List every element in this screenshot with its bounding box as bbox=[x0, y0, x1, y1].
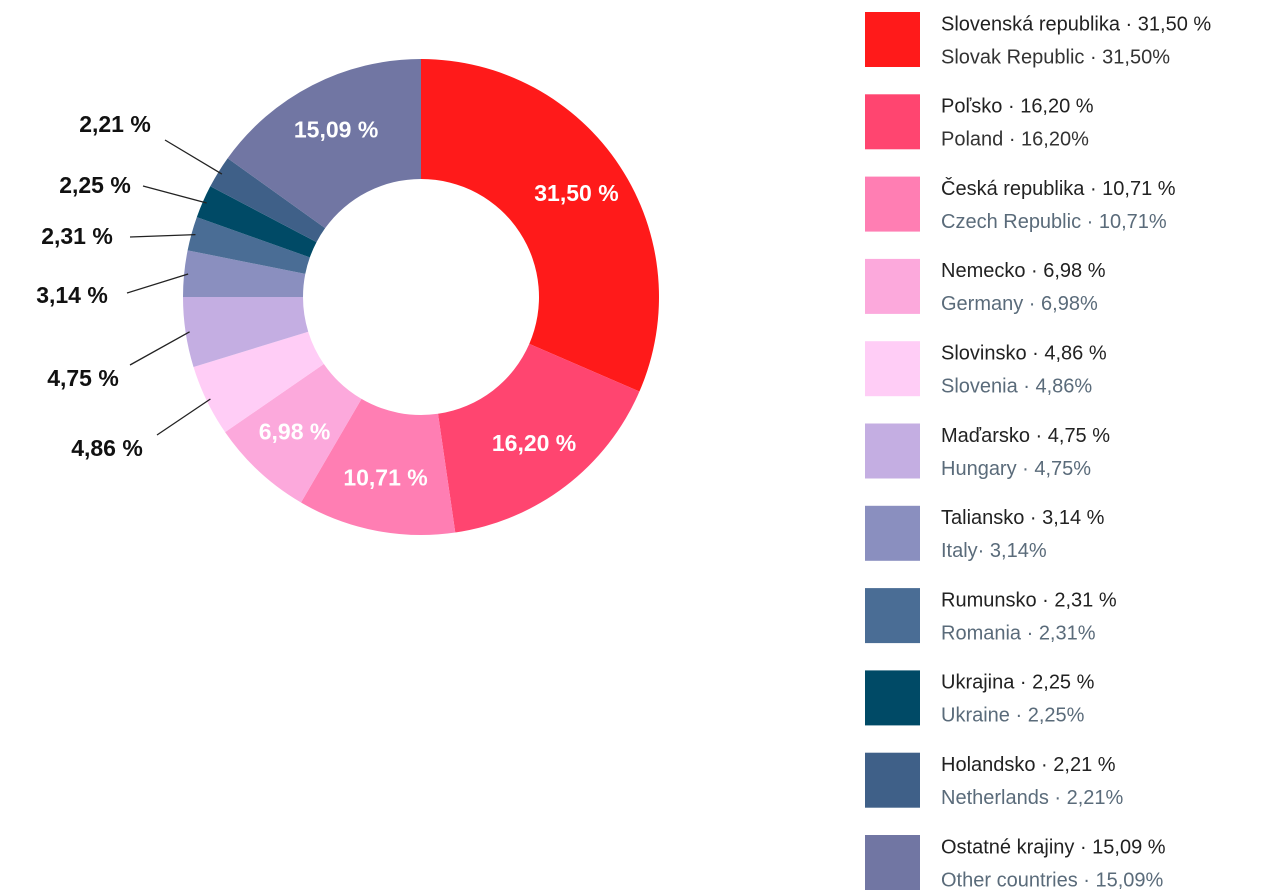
legend-label-en: Slovak Republic · 31,50% bbox=[941, 46, 1170, 68]
leader-line bbox=[156, 398, 211, 436]
leader-line bbox=[164, 139, 223, 175]
legend-label-en: Italy· 3,14% bbox=[941, 540, 1047, 562]
slice-label: 2,31 % bbox=[41, 223, 113, 249]
slice bbox=[193, 331, 324, 433]
leader-line bbox=[142, 185, 207, 204]
slice-label: 15,09 % bbox=[294, 117, 378, 143]
leader-line bbox=[129, 233, 196, 238]
legend-swatch bbox=[865, 94, 920, 150]
legend-swatch bbox=[865, 423, 920, 479]
slice bbox=[196, 186, 317, 258]
legend-label-en: Ukraine · 2,25% bbox=[941, 705, 1085, 727]
legend-swatch bbox=[865, 341, 920, 397]
slice bbox=[227, 59, 421, 229]
legend-label: Holandsko · 2,21 % bbox=[941, 754, 1116, 776]
legend-label-en: Poland · 16,20% bbox=[941, 129, 1089, 151]
legend-label: Nemecko · 6,98 % bbox=[941, 260, 1106, 282]
slice-label: 2,25 % bbox=[59, 172, 131, 198]
slice bbox=[183, 297, 309, 367]
legend-swatch bbox=[865, 258, 920, 314]
legend-label: Taliansko · 3,14 % bbox=[941, 507, 1105, 529]
slice bbox=[421, 59, 659, 392]
legend-swatch bbox=[865, 835, 920, 890]
legend-label-en: Hungary · 4,75% bbox=[941, 458, 1091, 480]
slice-label: 4,86 % bbox=[71, 435, 143, 461]
slice-label: 10,71 % bbox=[343, 465, 427, 491]
legend-swatch bbox=[865, 752, 920, 808]
slice bbox=[225, 363, 362, 503]
slice bbox=[210, 158, 326, 243]
legend-swatch bbox=[865, 505, 920, 561]
slice bbox=[301, 398, 456, 535]
legend-label: Česká republika · 10,71 % bbox=[941, 177, 1176, 200]
legend-label: Rumunsko · 2,31 % bbox=[941, 589, 1117, 611]
legend-label: Poľsko · 16,20 % bbox=[941, 96, 1094, 118]
slice bbox=[187, 217, 310, 274]
legend-swatch bbox=[865, 12, 920, 67]
legend-label-en: Germany · 6,98% bbox=[941, 293, 1098, 315]
slice-label: 16,20 % bbox=[492, 430, 576, 456]
legend-label-en: Other countries · 15,09% bbox=[941, 869, 1164, 891]
legend-label: Ostatné krajiny · 15,09 % bbox=[941, 836, 1166, 858]
legend-label: Ukrajina · 2,25 % bbox=[941, 672, 1095, 694]
legend-label-en: Czech Republic · 10,71% bbox=[941, 211, 1167, 233]
leader-line bbox=[126, 273, 189, 294]
slice-label: 3,14 % bbox=[36, 282, 108, 308]
legend-label-en: Romania · 2,31% bbox=[941, 622, 1096, 644]
legend-swatch bbox=[865, 176, 920, 232]
legend-label: Slovinsko · 4,86 % bbox=[941, 342, 1107, 364]
slice-label: 4,75 % bbox=[47, 365, 119, 391]
legend-label: Slovenská republika · 31,50 % bbox=[941, 13, 1211, 35]
slice-label: 2,21 % bbox=[79, 111, 151, 137]
legend-label-en: Slovenia · 4,86% bbox=[941, 375, 1092, 397]
leader-line bbox=[129, 331, 190, 366]
legend-label: Maďarsko · 4,75 % bbox=[941, 425, 1110, 447]
legend-label-en: Netherlands · 2,21% bbox=[941, 787, 1124, 809]
legend-swatch bbox=[865, 670, 920, 726]
slice bbox=[437, 343, 640, 533]
legend-swatch bbox=[865, 588, 920, 644]
slice-label: 6,98 % bbox=[259, 418, 331, 444]
slice bbox=[183, 250, 306, 297]
slice-label: 31,50 % bbox=[534, 180, 618, 206]
